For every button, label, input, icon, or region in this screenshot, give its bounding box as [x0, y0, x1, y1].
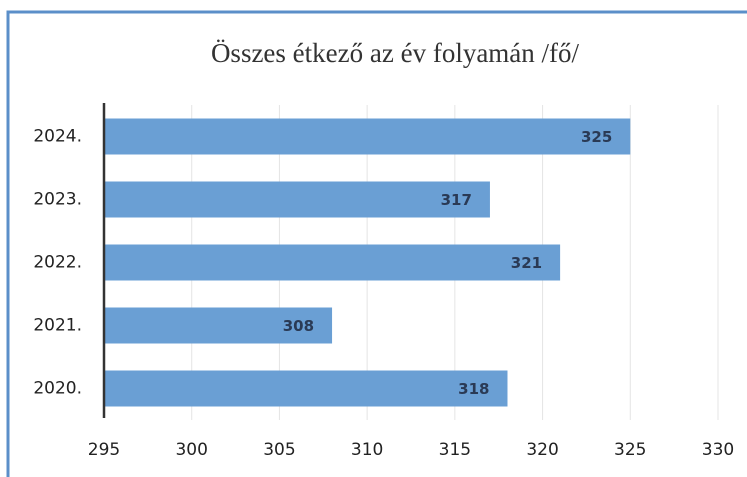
bar: [104, 181, 490, 218]
chart-title: Összes étkező az év folyamán /fő/: [211, 38, 580, 68]
bar: [104, 244, 561, 281]
value-label: 325: [581, 128, 612, 146]
x-tick-label: 295: [88, 440, 120, 460]
bar: [104, 370, 508, 407]
y-tick-label: 2023.: [33, 190, 82, 210]
y-tick-label: 2024.: [33, 127, 82, 147]
value-label: 321: [511, 254, 542, 272]
x-tick-label: 325: [614, 440, 646, 460]
y-tick-label: 2022.: [33, 253, 82, 273]
value-label: 318: [458, 380, 489, 398]
x-tick-label: 310: [351, 440, 383, 460]
x-tick-label: 315: [439, 440, 471, 460]
value-label: 308: [283, 317, 314, 335]
x-tick-label: 300: [175, 440, 207, 460]
y-tick-label: 2020.: [33, 379, 82, 399]
bar: [104, 307, 333, 344]
x-tick-label: 330: [702, 440, 734, 460]
x-tick-label: 320: [526, 440, 558, 460]
bar: [104, 118, 631, 155]
y-tick-label: 2021.: [33, 316, 82, 336]
x-tick-label: 305: [263, 440, 295, 460]
value-label: 317: [441, 191, 472, 209]
frame: [6, 10, 747, 477]
